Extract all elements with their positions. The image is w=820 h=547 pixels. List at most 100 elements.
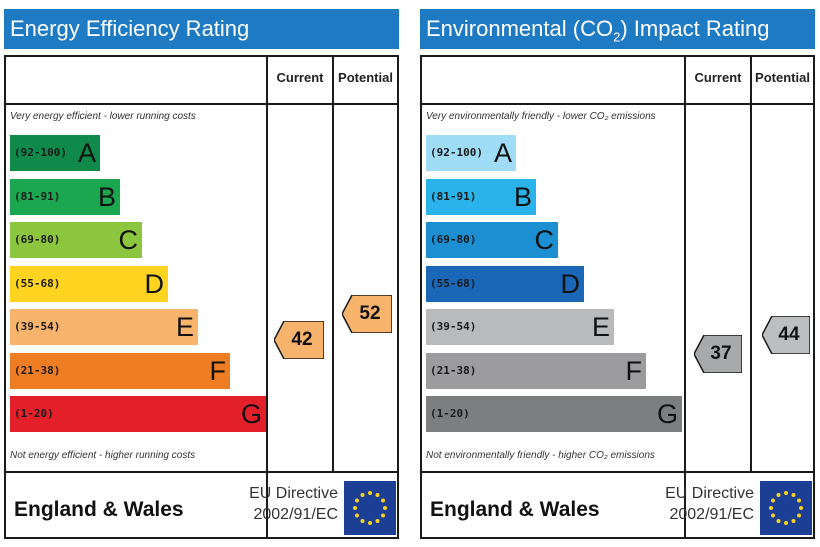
rating-band-f: (21-38) F bbox=[10, 352, 230, 389]
footer-rule bbox=[422, 471, 813, 473]
eu-star bbox=[360, 519, 365, 523]
band-range-label: (81-91) bbox=[14, 189, 61, 203]
band-letter: C bbox=[534, 225, 555, 255]
bottom-note: Not environmentally friendly - higher CO… bbox=[426, 450, 655, 461]
eu-star bbox=[797, 513, 801, 518]
band-letter: G bbox=[240, 399, 262, 429]
current-column-header: Current bbox=[276, 70, 324, 85]
eu-star bbox=[776, 519, 781, 523]
eu-directive-line1: EU Directive bbox=[665, 485, 754, 502]
band-letter: B bbox=[513, 181, 532, 212]
top-note: Very environmentally friendly - lower CO… bbox=[426, 111, 656, 122]
band-range-label: (1-20) bbox=[430, 407, 470, 420]
eu-star bbox=[355, 513, 359, 518]
rating-band-d: (55-68) D bbox=[426, 265, 584, 302]
band-range-label: (81-91) bbox=[430, 189, 477, 203]
rating-band-c: (69-80) C bbox=[426, 222, 558, 258]
eu-star bbox=[771, 498, 775, 503]
eu-star bbox=[791, 519, 796, 523]
band-range-label: (21-38) bbox=[430, 363, 477, 377]
top-note: Very energy efficient - lower running co… bbox=[10, 111, 196, 122]
eu-star bbox=[360, 493, 365, 497]
environment-chart-box: Current Potential Very environmentally f… bbox=[420, 55, 815, 539]
energy-chart-box: Current Potential Very energy efficient … bbox=[4, 55, 399, 539]
current-column-header: Current bbox=[694, 70, 742, 85]
rating-band-a: (92-100) A bbox=[10, 135, 100, 171]
eu-flag-icon bbox=[760, 481, 812, 535]
rating-band-c: (69-80) C bbox=[10, 222, 142, 258]
potential-column-header: Potential bbox=[755, 70, 810, 85]
energy-title: Energy Efficiency Rating bbox=[4, 9, 399, 49]
eu-star bbox=[791, 493, 796, 497]
band-range-label: (1-20) bbox=[14, 407, 54, 420]
eu-directive: EU Directive 2002/91/EC bbox=[228, 483, 338, 525]
divider-current bbox=[684, 57, 686, 537]
rating-band-f: (21-38) F bbox=[426, 352, 646, 389]
eu-star bbox=[375, 519, 380, 523]
rating-band-d: (55-68) D bbox=[10, 265, 168, 302]
current-rating-arrow: 42 bbox=[274, 320, 324, 359]
environmental-impact-panel: Environmental (CO2) Impact Rating Curren… bbox=[420, 9, 815, 539]
eu-star bbox=[353, 506, 357, 510]
band-range-label: (69-80) bbox=[430, 233, 477, 246]
footer-rule bbox=[6, 471, 397, 473]
eu-directive-line2: 2002/91/EC bbox=[253, 506, 338, 523]
rating-band-g: (1-20) G bbox=[426, 396, 682, 432]
eu-star bbox=[368, 491, 372, 495]
band-letter: F bbox=[625, 355, 643, 386]
band-range-label: (55-68) bbox=[430, 276, 477, 290]
current-rating-value: 42 bbox=[291, 328, 313, 350]
band-range-label: (21-38) bbox=[14, 363, 61, 377]
eu-star bbox=[771, 513, 775, 518]
divider-potential bbox=[750, 57, 752, 471]
header-rule bbox=[422, 103, 813, 105]
band-letter: E bbox=[591, 312, 610, 342]
eu-star bbox=[784, 521, 788, 525]
energy-efficiency-panel: Energy Efficiency Rating Current Potenti… bbox=[4, 9, 399, 539]
region-label: England & Wales bbox=[14, 498, 184, 521]
band-letter: A bbox=[493, 138, 512, 168]
eu-star bbox=[776, 493, 781, 497]
potential-arrow-shape bbox=[762, 315, 810, 354]
rating-band-b: (81-91) B bbox=[10, 178, 120, 215]
bottom-note: Not energy efficient - higher running co… bbox=[10, 450, 196, 461]
rating-band-e: (39-54) E bbox=[10, 309, 198, 345]
eu-flag-icon bbox=[344, 481, 396, 535]
rating-band-b: (81-91) B bbox=[426, 178, 536, 215]
eu-star bbox=[375, 493, 380, 497]
band-range-label: (39-54) bbox=[430, 320, 477, 333]
eu-star bbox=[799, 506, 803, 510]
potential-rating-value: 44 bbox=[778, 323, 800, 345]
band-letter: G bbox=[656, 399, 678, 429]
band-range-label: (92-100) bbox=[430, 146, 483, 159]
eu-star bbox=[769, 506, 773, 510]
band-range-label: (92-100) bbox=[14, 146, 67, 159]
eu-star bbox=[381, 513, 385, 518]
eu-stars bbox=[769, 491, 803, 525]
eu-star bbox=[383, 506, 387, 510]
eu-directive-line2: 2002/91/EC bbox=[669, 506, 754, 523]
eu-star bbox=[784, 491, 788, 495]
eu-star bbox=[368, 521, 372, 525]
divider-current bbox=[266, 57, 268, 537]
eu-directive: EU Directive 2002/91/EC bbox=[644, 483, 754, 525]
band-range-label: (39-54) bbox=[14, 320, 61, 333]
band-letter: F bbox=[209, 355, 227, 386]
current-rating-value: 37 bbox=[710, 343, 732, 365]
eu-star bbox=[797, 498, 801, 503]
band-range-label: (55-68) bbox=[14, 276, 61, 290]
rating-band-a: (92-100) A bbox=[426, 135, 516, 171]
current-arrow-shape bbox=[694, 335, 742, 374]
band-letter: D bbox=[560, 268, 581, 299]
eu-stars bbox=[353, 491, 387, 525]
band-letter: A bbox=[77, 138, 96, 168]
potential-rating-arrow: 44 bbox=[762, 315, 810, 354]
rating-band-e: (39-54) E bbox=[426, 309, 614, 345]
eu-directive-line1: EU Directive bbox=[249, 485, 338, 502]
region-label: England & Wales bbox=[430, 498, 600, 521]
eu-star bbox=[355, 498, 359, 503]
current-rating-arrow: 37 bbox=[694, 335, 742, 374]
divider-potential bbox=[332, 57, 334, 471]
header-rule bbox=[6, 103, 397, 105]
potential-rating-arrow: 52 bbox=[342, 294, 392, 333]
